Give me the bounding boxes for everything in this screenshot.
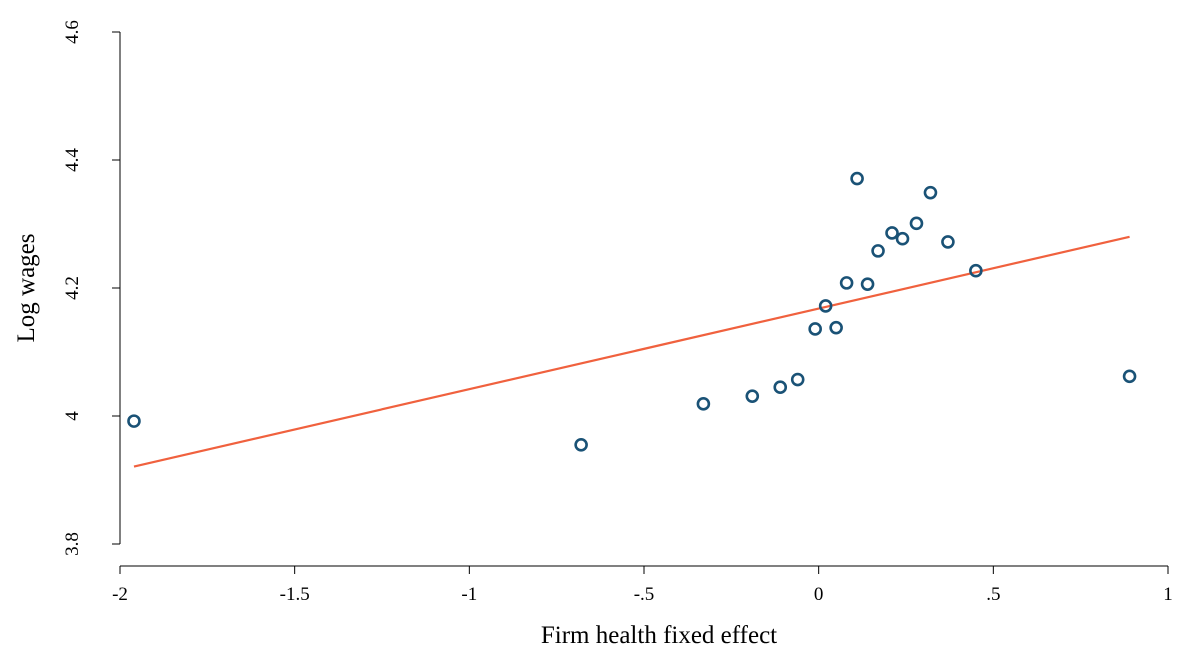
x-tick-label: -2 xyxy=(112,584,128,605)
data-point xyxy=(860,277,875,291)
data-point xyxy=(895,231,910,246)
data-point xyxy=(808,322,822,336)
data-point xyxy=(745,389,760,403)
x-axis-title: Firm health fixed effect xyxy=(541,622,777,649)
data-point xyxy=(885,226,899,240)
y-axis-title: Log wages xyxy=(13,234,40,343)
data-point xyxy=(818,299,833,313)
data-point xyxy=(909,216,924,231)
data-points xyxy=(127,171,1137,452)
data-point xyxy=(574,437,588,452)
fit-line xyxy=(133,235,1130,468)
data-point xyxy=(127,414,141,428)
data-point xyxy=(696,397,711,411)
data-point xyxy=(1122,369,1137,384)
data-point xyxy=(871,244,885,258)
y-tick-label: 4.2 xyxy=(62,276,83,300)
fit-lines xyxy=(133,235,1130,468)
data-point xyxy=(850,171,864,186)
y-axis-ticks: 3.8 4 4.2 4.4 4.6 xyxy=(62,20,120,556)
data-point xyxy=(839,276,854,290)
x-tick-label: .5 xyxy=(986,584,1000,605)
data-point xyxy=(829,320,843,335)
y-tick-label: 4.6 xyxy=(62,20,83,44)
y-tick-label: 4.4 xyxy=(62,148,83,172)
x-tick-label: 1 xyxy=(1163,584,1173,605)
x-tick-label: -1.5 xyxy=(280,584,310,605)
y-tick-label: 4 xyxy=(62,411,83,421)
x-axis-ticks: -2 -1.5 -1 -.5 0 .5 1 xyxy=(112,566,1173,605)
data-point xyxy=(790,372,805,387)
y-tick-label: 3.8 xyxy=(62,532,83,556)
x-tick-label: 0 xyxy=(814,584,824,605)
data-point xyxy=(969,263,983,278)
x-tick-label: -.5 xyxy=(634,584,655,605)
x-tick-label: -1 xyxy=(461,584,477,605)
data-point xyxy=(773,380,788,395)
data-point xyxy=(923,185,938,200)
data-point xyxy=(941,235,955,249)
